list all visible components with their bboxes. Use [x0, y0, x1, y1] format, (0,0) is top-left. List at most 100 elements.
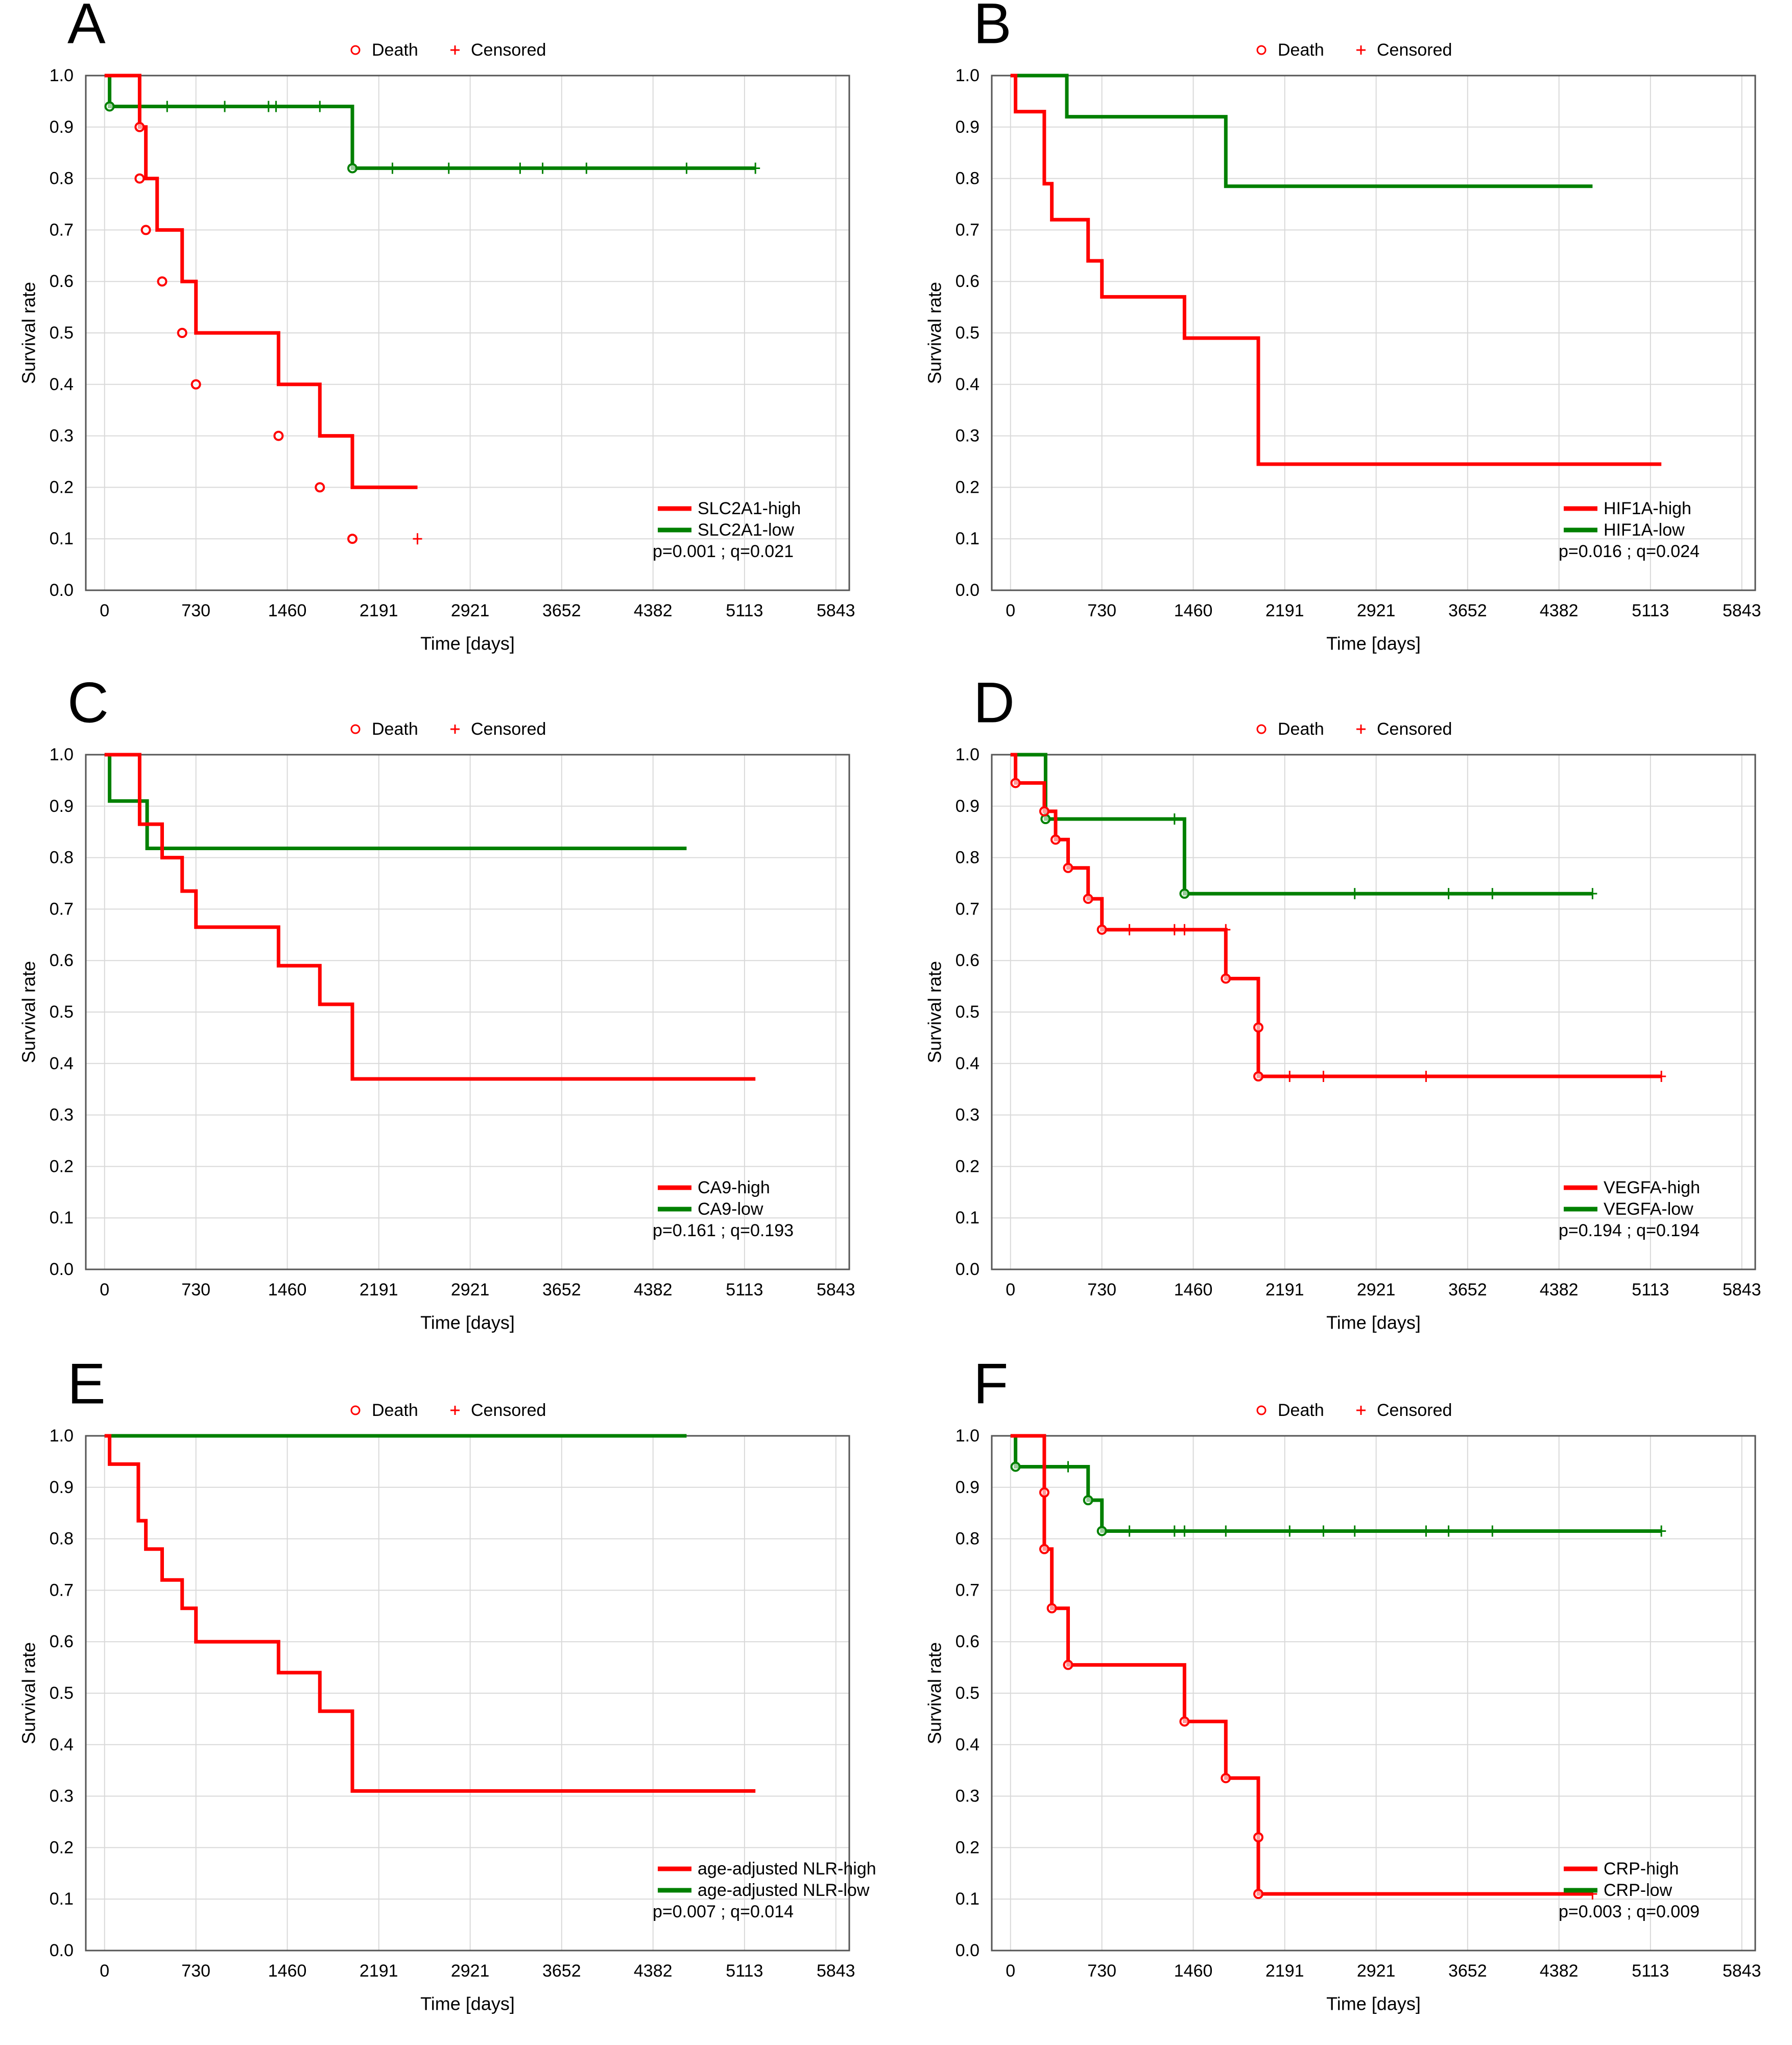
x-tick-label: 2921: [1357, 601, 1396, 620]
panel-a: A Death Censored 0 730 1460 2191 2921 3652 4382 51…: [18, 0, 855, 654]
censored-marker: [271, 101, 281, 112]
y-tick-label: 0.2: [955, 477, 979, 497]
death-legend-marker: [350, 1405, 361, 1415]
x-tick-label: 5843: [817, 1280, 855, 1300]
censored-marker: [1169, 813, 1179, 825]
censored-marker: [1319, 1071, 1328, 1082]
x-tick-label: 730: [1087, 1961, 1116, 1981]
death-legend-label: Death: [1278, 1401, 1324, 1420]
y-tick-label: 0.4: [50, 1054, 74, 1073]
x-tick-label: 730: [181, 1280, 210, 1300]
x-tick-label: 5843: [1723, 1961, 1761, 1981]
x-tick-label: 5113: [1632, 1280, 1669, 1300]
y-tick-label: 0.8: [50, 1529, 74, 1549]
censored-marker: [1421, 1071, 1431, 1082]
x-tick-label: 0: [1006, 1280, 1015, 1300]
x-tick-label: 5843: [817, 1961, 855, 1981]
censored-legend-label: Censored: [1377, 719, 1452, 739]
survival-curve-high: [104, 74, 418, 489]
survival-curve-low: [1010, 1434, 1662, 1533]
survival-curve-low: [1010, 753, 1593, 896]
y-tick-label: 0.8: [955, 848, 979, 868]
censored-marker: [220, 101, 230, 112]
x-tick-label: 2921: [1357, 1961, 1396, 1981]
x-tick-label: 1460: [1174, 1961, 1213, 1981]
censored-marker: [1350, 888, 1359, 900]
plot-frame: [85, 75, 850, 591]
y-tick-label: 0.0: [50, 1260, 74, 1279]
panel-letter: A: [67, 0, 106, 56]
panel-letter: F: [973, 1352, 1008, 1416]
censored-marker: [444, 162, 453, 174]
x-tick-label: 5843: [1723, 601, 1761, 620]
y-axis-title: Survival rate: [18, 961, 39, 1063]
panel-letter: B: [973, 0, 1012, 56]
x-tick-label: 4382: [1540, 1961, 1579, 1981]
death-marker: [1096, 1526, 1107, 1536]
panel-c: C Death Censored 0 730 1460 2191 2921 3652 4382 51…: [18, 671, 855, 1333]
censored-marker: [388, 162, 397, 174]
y-tick-label: 0.7: [50, 1580, 74, 1600]
x-tick-label: 5113: [726, 1961, 763, 1981]
x-axis-title: Time [days]: [420, 1993, 515, 2014]
y-tick-label: 0.1: [50, 1889, 74, 1909]
death-marker: [140, 225, 151, 235]
death-marker: [1063, 1659, 1073, 1670]
censored-marker: [1657, 1525, 1666, 1537]
censored-marker: [682, 162, 691, 174]
y-tick-label: 0.5: [955, 1683, 979, 1703]
series-legend-label: VEGFA-low: [1604, 1199, 1693, 1219]
survival-curve-low: [104, 74, 756, 170]
censored-legend-marker: [1356, 1406, 1366, 1415]
y-tick-label: 0.9: [50, 117, 74, 137]
death-legend-label: Death: [1278, 40, 1324, 60]
stats-annotation: p=0.001 ; q=0.021: [653, 542, 794, 561]
death-marker: [1083, 894, 1093, 904]
y-tick-label: 0.3: [955, 426, 979, 446]
y-tick-label: 0.3: [955, 1105, 979, 1125]
x-axis-title: Time [days]: [420, 1312, 515, 1333]
censored-marker: [1350, 1525, 1359, 1537]
y-tick-label: 0.2: [955, 1838, 979, 1857]
plot-frame: [85, 754, 850, 1270]
death-marker: [104, 101, 115, 112]
y-tick-label: 1.0: [955, 745, 979, 764]
censored-marker: [1285, 1525, 1295, 1537]
death-marker: [315, 482, 325, 493]
x-tick-label: 1460: [1174, 601, 1213, 620]
death-marker: [1046, 1603, 1057, 1614]
censored-legend-marker: [1356, 45, 1366, 55]
censored-marker: [1125, 924, 1134, 935]
x-tick-label: 0: [100, 1280, 109, 1300]
x-tick-label: 1460: [1174, 1280, 1213, 1300]
censored-marker: [515, 162, 525, 174]
x-tick-label: 2921: [451, 601, 490, 620]
x-tick-label: 2921: [451, 1280, 490, 1300]
series-legend-label: VEGFA-high: [1604, 1178, 1700, 1197]
censored-marker: [315, 101, 325, 112]
plot-frame: [991, 1435, 1756, 1952]
censored-marker: [1488, 888, 1497, 900]
censored-marker: [1180, 924, 1189, 935]
series-legend-label: HIF1A-high: [1604, 499, 1691, 518]
y-tick-label: 0.7: [955, 220, 979, 239]
censored-legend-marker: [1356, 725, 1366, 734]
panel-letter: C: [67, 671, 109, 735]
y-tick-label: 0.1: [50, 1208, 74, 1228]
x-tick-label: 2191: [1265, 1961, 1304, 1981]
death-legend-marker: [1256, 724, 1267, 734]
y-tick-label: 0.4: [955, 375, 979, 394]
panel-e: E Death Censored 0 730 1460 2191 2921 3652 4382 51…: [18, 1352, 876, 2014]
y-tick-label: 0.0: [955, 581, 979, 600]
x-tick-label: 3652: [1448, 601, 1487, 620]
y-axis-title: Survival rate: [18, 1642, 39, 1744]
panel-d: D Death Censored 0 730 1460 2191 2921 3652 4382 51…: [924, 671, 1761, 1333]
censored-marker: [1169, 1525, 1179, 1537]
x-tick-label: 4382: [634, 1961, 673, 1981]
series-legend-label: CA9-high: [698, 1178, 770, 1197]
y-tick-label: 0.4: [955, 1735, 979, 1754]
stats-annotation: p=0.194 ; q=0.194: [1559, 1221, 1700, 1240]
y-tick-label: 0.6: [955, 272, 979, 291]
death-marker: [1010, 1461, 1021, 1472]
